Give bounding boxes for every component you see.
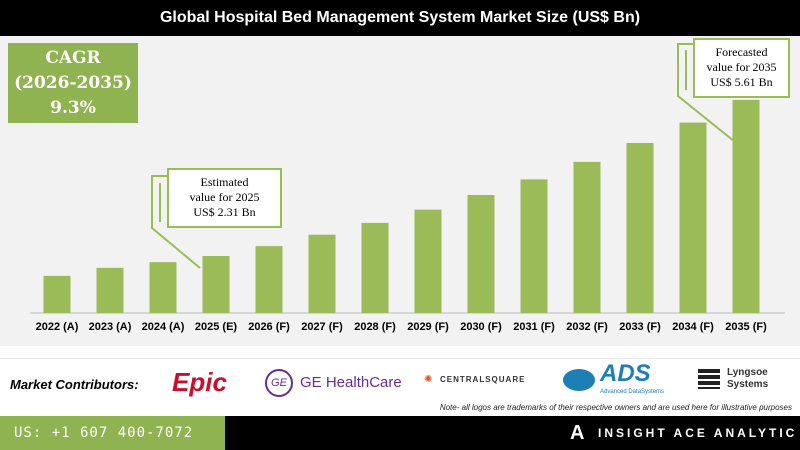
x-tick-label: 2031 (F) bbox=[513, 321, 555, 333]
bar-2022 (A) bbox=[43, 275, 71, 313]
x-tick-label: 2027 (F) bbox=[301, 321, 343, 333]
centralsquare-icon: ✺ bbox=[424, 374, 433, 385]
footer: US: +1 607 400-7072 A INSIGHT ACE ANALYT… bbox=[0, 416, 800, 450]
x-tick-label: 2035 (F) bbox=[725, 321, 767, 333]
x-tick-label: 2030 (F) bbox=[460, 321, 502, 333]
logo-strip: Market Contributors: Epic GE GE HealthCa… bbox=[0, 358, 800, 416]
bar-2033 (F) bbox=[626, 142, 654, 313]
bar-2028 (F) bbox=[361, 222, 389, 313]
callout-line: US$ 2.31 Bn bbox=[193, 205, 256, 219]
callout-2035: Forecasted value for 2035 US$ 5.61 Bn bbox=[693, 38, 790, 98]
callout-line: Estimated bbox=[200, 175, 249, 189]
bar-2029 (F) bbox=[414, 209, 442, 313]
x-tick-label: 2023 (A) bbox=[89, 321, 132, 333]
x-tick-label: 2029 (F) bbox=[407, 321, 449, 333]
x-tick-label: 2033 (F) bbox=[619, 321, 661, 333]
bar-2027 (F) bbox=[308, 234, 336, 313]
callout-line: value for 2035 bbox=[706, 60, 777, 74]
trademark-note: Note- all logos are trademarks of their … bbox=[439, 403, 792, 412]
cagr-value: 9.3% bbox=[50, 98, 96, 118]
ge-logo-icon: GE bbox=[265, 369, 293, 397]
lyngsoe-line: Systems bbox=[727, 379, 769, 390]
x-tick-label: 2025 (E) bbox=[195, 321, 238, 333]
x-tick-label: 2026 (F) bbox=[248, 321, 290, 333]
callout-line: US$ 5.61 Bn bbox=[710, 75, 773, 89]
ads-logo: ADS bbox=[600, 360, 651, 387]
bar-2032 (F) bbox=[573, 161, 601, 313]
epic-logo: Epic bbox=[172, 367, 227, 397]
brand-name: INSIGHT ACE ANALYTIC bbox=[598, 426, 798, 440]
bar-2030 (F) bbox=[467, 194, 495, 313]
bar-2031 (F) bbox=[520, 179, 548, 313]
phone-number: US: +1 607 400-7072 bbox=[0, 416, 225, 450]
contributors-label: Market Contributors: bbox=[10, 377, 139, 392]
lyngsoe-line: Lyngsoe bbox=[727, 367, 768, 378]
chart-title: Global Hospital Bed Management System Ma… bbox=[0, 0, 800, 36]
x-tick-label: 2024 (A) bbox=[142, 321, 185, 333]
lyngsoe-icon bbox=[698, 369, 720, 389]
callout-line: Forecasted bbox=[715, 45, 768, 59]
x-tick-label: 2022 (A) bbox=[36, 321, 79, 333]
bar-2026 (F) bbox=[255, 246, 283, 313]
callout-connectors bbox=[151, 43, 746, 269]
ge-logo: GE HealthCare bbox=[300, 374, 402, 391]
cagr-period: (2026-2035) bbox=[14, 73, 132, 93]
centralsquare-logo: CENTRALSQUARE bbox=[440, 375, 526, 384]
ads-globe-icon bbox=[563, 369, 595, 391]
cagr-box: CAGR (2026-2035) 9.3% bbox=[8, 43, 138, 123]
brand-logo-icon: A bbox=[570, 422, 585, 444]
x-tick-label: 2032 (F) bbox=[566, 321, 608, 333]
x-tick-label: 2034 (F) bbox=[672, 321, 714, 333]
bar-2023 (A) bbox=[96, 267, 124, 313]
callout-line: value for 2025 bbox=[189, 190, 260, 204]
callout-2025: Estimated value for 2025 US$ 2.31 Bn bbox=[167, 168, 282, 228]
bar-2035 (F) bbox=[732, 99, 760, 313]
lyngsoe-logo: Lyngsoe Systems bbox=[727, 367, 768, 391]
bar-2025 (E) bbox=[202, 256, 230, 313]
x-tick-label: 2028 (F) bbox=[354, 321, 396, 333]
bar-chart: 2022 (A) 2023 (A) 2024 (A) 2025 (E) 2026 (F)… bbox=[30, 99, 785, 333]
bar-2024 (A) bbox=[149, 262, 177, 313]
bar-2034 (F) bbox=[679, 122, 707, 314]
ads-subtitle: Advanced DataSystems bbox=[600, 389, 665, 395]
cagr-label: CAGR bbox=[45, 48, 101, 68]
